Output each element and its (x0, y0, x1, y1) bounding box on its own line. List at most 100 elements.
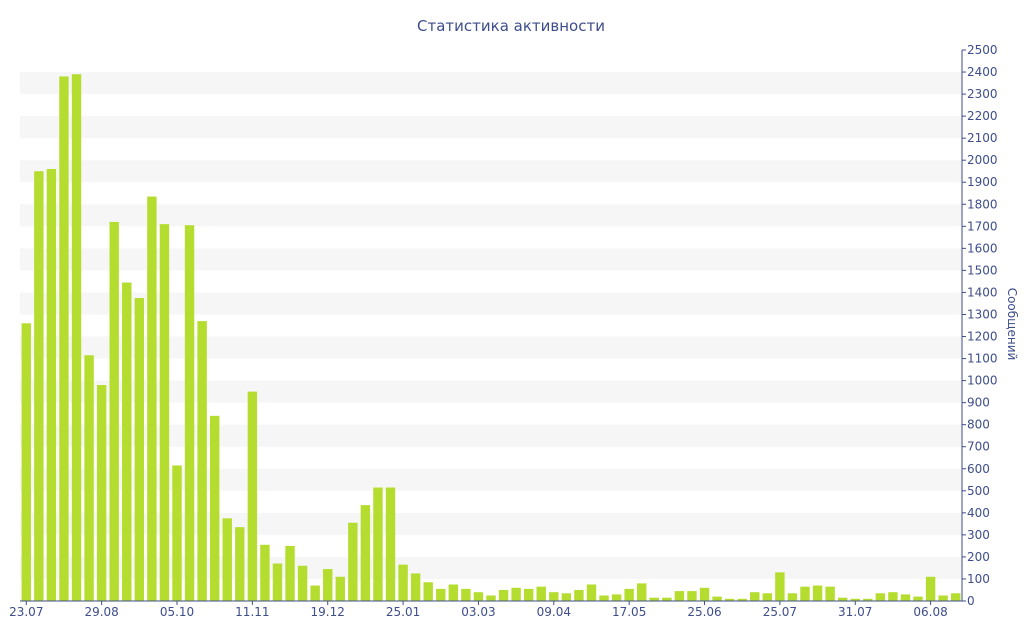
y-tick-label: 1200 (967, 330, 998, 344)
x-tick-label: 31.07 (838, 605, 872, 619)
bar (96, 385, 107, 601)
bar (398, 564, 408, 601)
bar (599, 595, 609, 601)
y-tick-label: 1400 (967, 285, 998, 299)
bar (561, 593, 572, 601)
bar (71, 74, 82, 601)
x-tick-label: 09.04 (537, 605, 571, 619)
bar (674, 591, 685, 601)
y-tick-label: 2300 (967, 87, 998, 101)
bar (536, 586, 546, 601)
y-tick-label: 1900 (967, 175, 998, 189)
bar (134, 297, 145, 601)
grid-band (20, 160, 962, 183)
bar (523, 588, 534, 601)
bar (850, 598, 860, 601)
bar (122, 282, 132, 601)
y-tick-label: 0 (967, 594, 975, 608)
bar (498, 589, 509, 601)
y-tick-label: 300 (967, 528, 990, 542)
bar (272, 563, 283, 601)
bar (511, 587, 521, 601)
x-tick-label: 29.08 (84, 605, 118, 619)
bar (775, 572, 785, 601)
y-tick-label: 1300 (967, 307, 998, 321)
x-tick-label: 25.06 (687, 605, 721, 619)
x-tick-label: 06.08 (913, 605, 947, 619)
bar (59, 76, 69, 601)
bar (649, 597, 659, 601)
grid-band (20, 336, 962, 359)
bar (699, 587, 710, 601)
y-tick-label: 800 (967, 418, 990, 432)
bar (762, 593, 773, 601)
y-tick-label: 1500 (967, 263, 998, 277)
grid-bands (20, 72, 962, 579)
bar (21, 323, 31, 601)
y-tick-label: 500 (967, 484, 990, 498)
bar (875, 593, 886, 601)
y-tick-label: 700 (967, 440, 990, 454)
bar (662, 597, 672, 601)
bar (360, 505, 371, 601)
bar (687, 591, 697, 601)
bar (209, 415, 220, 601)
bar (34, 171, 44, 601)
bar-series (21, 74, 961, 602)
bar (448, 584, 459, 601)
x-tick-label: 25.01 (386, 605, 420, 619)
bar (863, 598, 873, 601)
y-tick-label: 2400 (967, 65, 998, 79)
grid-band (20, 204, 962, 227)
y-tick-label: 2000 (967, 153, 998, 167)
bar (172, 465, 182, 601)
bar (925, 576, 936, 601)
y-tick-label: 1100 (967, 352, 998, 366)
x-tick-label: 23.07 (9, 605, 43, 619)
bar (812, 585, 823, 601)
grid-band (20, 72, 962, 95)
bar (724, 598, 735, 601)
bar (837, 597, 848, 601)
bar (297, 565, 308, 601)
bar (712, 596, 722, 601)
bar (197, 321, 207, 601)
bar (938, 595, 948, 601)
bar (486, 595, 496, 601)
bar (348, 522, 358, 601)
y-tick-label: 1000 (967, 374, 998, 388)
bar (737, 598, 747, 601)
y-tick-label: 900 (967, 396, 990, 410)
grid-band (20, 116, 962, 139)
bar (800, 586, 810, 601)
bar (159, 224, 170, 601)
x-axis-ticks: 23.07 29.08 05.10 11.11 19.12 25.01 03.03 09.04… (9, 601, 948, 619)
bar (825, 586, 835, 601)
bar (611, 594, 622, 601)
x-tick-label: 11.11 (235, 605, 269, 619)
bar (461, 588, 471, 601)
y-tick-label: 400 (967, 506, 990, 520)
grid-band (20, 248, 962, 271)
y-tick-label: 2100 (967, 131, 998, 145)
bar (750, 592, 760, 601)
bar (951, 593, 961, 601)
bar (574, 589, 584, 601)
bar (637, 583, 647, 601)
bar (888, 592, 898, 601)
bar (423, 582, 433, 601)
bar (235, 527, 245, 601)
bar (247, 391, 258, 601)
bar (913, 596, 923, 601)
bar (436, 588, 446, 601)
bar (335, 576, 345, 601)
grid-band (20, 292, 962, 315)
chart-title: Статистика активности (417, 17, 605, 35)
bar (184, 225, 195, 601)
y-tick-label: 100 (967, 572, 990, 586)
bar (410, 573, 421, 601)
bar (46, 169, 57, 602)
bar (323, 569, 333, 601)
bar (900, 594, 911, 601)
